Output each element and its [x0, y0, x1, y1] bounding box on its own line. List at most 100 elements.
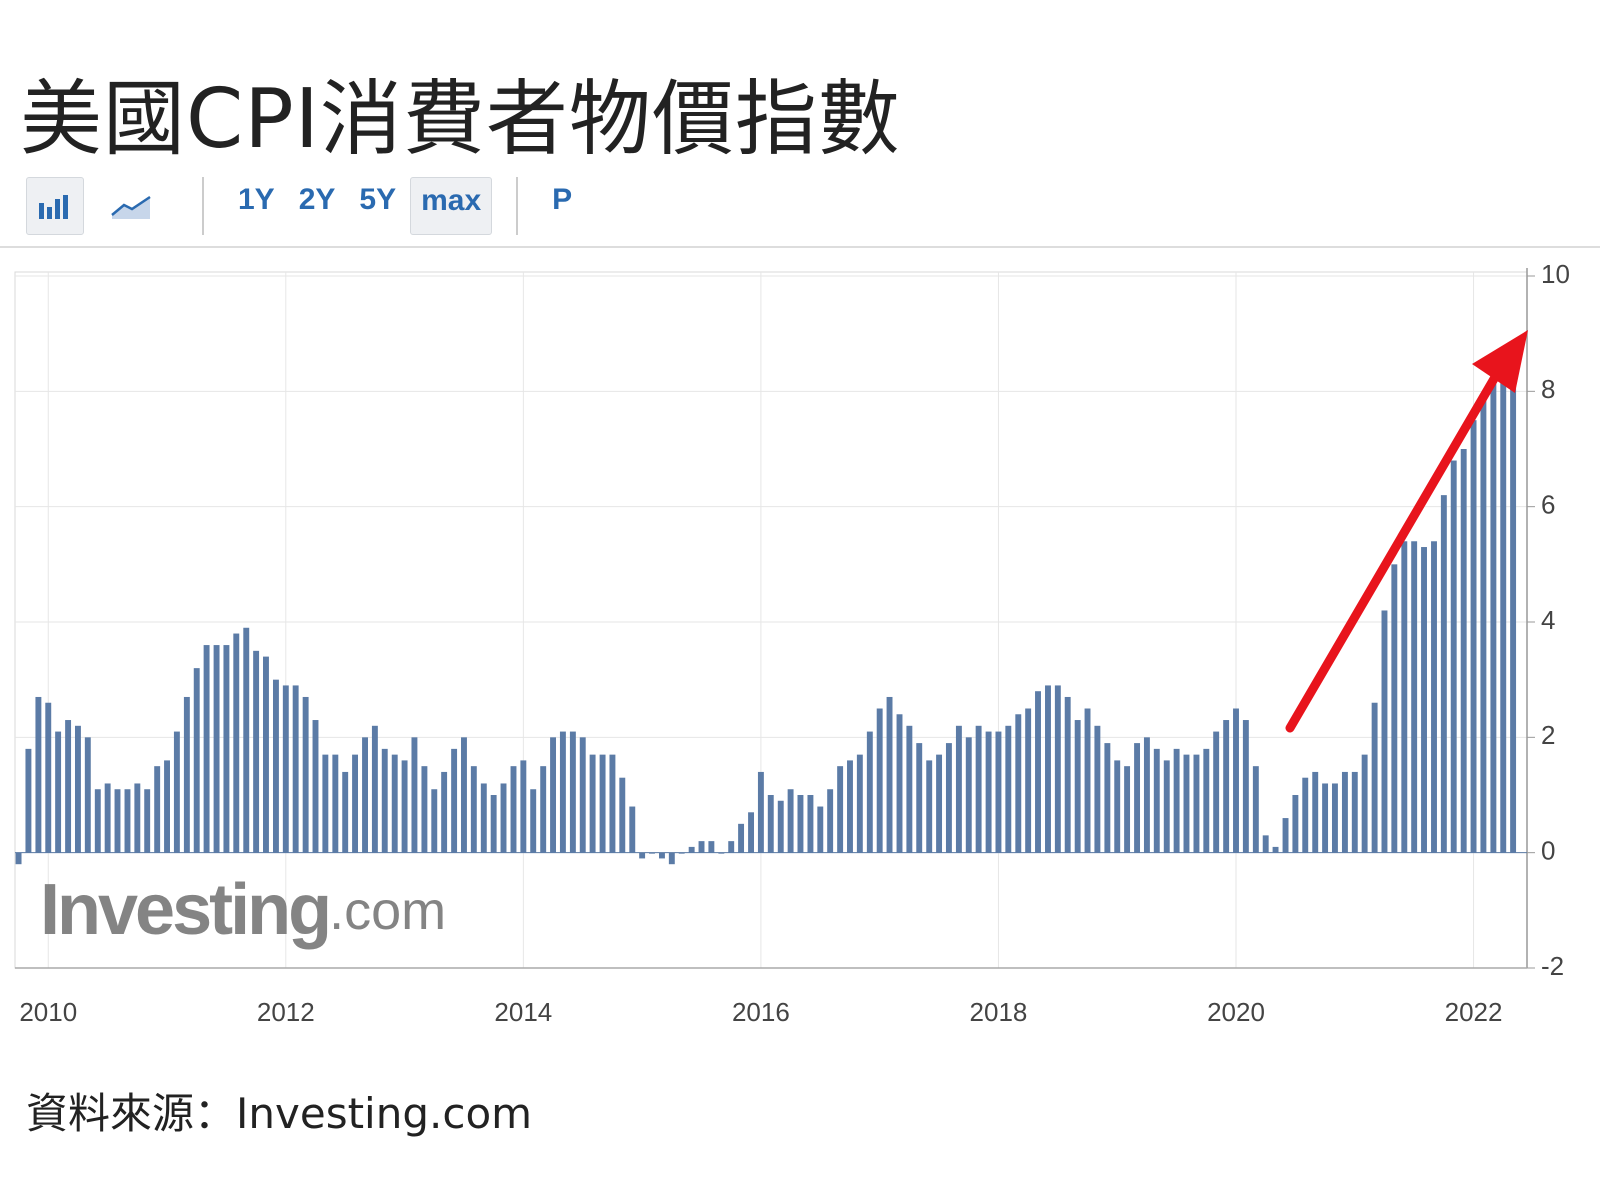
watermark-brand: Investing: [40, 870, 329, 950]
bar: [1074, 720, 1081, 853]
range-button[interactable]: 1Y: [238, 183, 275, 216]
bar: [1331, 783, 1338, 853]
bar: [886, 696, 893, 853]
bar: [1302, 777, 1309, 853]
bar: [243, 627, 250, 853]
bar: [866, 731, 873, 853]
bar: [728, 841, 735, 853]
bar: [500, 783, 507, 853]
range-button[interactable]: 2Y: [298, 183, 336, 216]
bar: [599, 754, 606, 853]
y-tick-label: 6: [1541, 490, 1555, 520]
x-tick-label: 2016: [732, 997, 790, 1027]
y-tick-label: 2: [1541, 720, 1555, 750]
bar: [1153, 748, 1160, 853]
y-tick-label: 8: [1541, 374, 1555, 404]
bar: [926, 760, 933, 853]
range-button[interactable]: 5Y: [359, 183, 397, 216]
bar: [1084, 708, 1091, 853]
bar: [342, 771, 349, 853]
bar: [144, 789, 151, 853]
bar: [1470, 420, 1477, 853]
range-button[interactable]: P: [552, 183, 573, 216]
bar: [114, 789, 121, 853]
divider: [0, 246, 1600, 248]
bar: [25, 748, 32, 853]
bar-chart-button[interactable]: [26, 177, 84, 235]
toolbar: 1Y 2Y 5Y max P: [26, 176, 584, 236]
bar: [550, 737, 557, 853]
bar: [45, 702, 52, 853]
watermark-suffix: .com: [329, 881, 446, 941]
bar: [1292, 795, 1299, 853]
bar: [936, 754, 943, 853]
y-tick-label: 0: [1541, 836, 1555, 866]
y-tick-label: 4: [1541, 605, 1555, 635]
annotation-arrowhead: [1472, 330, 1528, 393]
chart: -2 0 2 4 6 8 10 2010 2012 2014 2016 2018 2020 2022 Inv…: [14, 259, 1570, 1027]
bar: [183, 696, 190, 853]
bar: [1490, 362, 1497, 853]
bar: [1450, 460, 1457, 853]
bar: [401, 760, 408, 853]
bar: [134, 783, 141, 853]
line-icon: [111, 195, 151, 219]
bar: [1252, 766, 1259, 853]
bar: [1223, 720, 1230, 853]
bar: [896, 714, 903, 853]
range-button[interactable]: max: [410, 177, 493, 235]
bar: [837, 766, 844, 853]
bar: [35, 696, 42, 853]
bar: [629, 806, 636, 853]
bar: [282, 685, 289, 853]
bar: [708, 841, 715, 853]
bar: [1104, 743, 1111, 853]
bar: [203, 645, 210, 853]
bar: [1193, 754, 1200, 853]
bar: [74, 725, 81, 853]
bar: [945, 743, 952, 853]
bar: [639, 852, 646, 859]
bar: [856, 754, 863, 853]
bar: [15, 852, 22, 865]
bar: [659, 852, 665, 859]
bar: [668, 852, 675, 865]
y-tick-label: 10: [1541, 259, 1570, 289]
bar: [1500, 374, 1507, 853]
bar: [1351, 771, 1358, 853]
line-chart-button[interactable]: [104, 178, 160, 234]
bar: [1233, 708, 1239, 853]
bar: [698, 841, 705, 853]
bar: [352, 754, 359, 853]
bar: [1134, 743, 1141, 853]
bar: [193, 668, 200, 853]
x-tick-label: 2018: [970, 997, 1028, 1027]
bar: [1381, 610, 1388, 853]
bar: [609, 754, 616, 853]
bar: [1341, 771, 1348, 853]
bar: [490, 795, 497, 853]
bar: [411, 737, 418, 853]
bar: [164, 760, 170, 853]
watermark: Investing.com: [40, 870, 446, 950]
bar: [817, 806, 824, 853]
separator: [202, 177, 204, 235]
bar: [1054, 685, 1061, 853]
bar: [688, 846, 695, 853]
bar: [1460, 449, 1467, 853]
bar: [955, 725, 962, 853]
bar: [1440, 495, 1447, 853]
bar: [381, 748, 388, 853]
bar: [272, 679, 279, 853]
bar: [332, 754, 339, 853]
bar: [223, 645, 230, 853]
plot-area: [14, 271, 1528, 969]
bar: [530, 789, 537, 853]
bar: [84, 737, 91, 853]
bar: [213, 645, 220, 853]
x-tick-label: 2010: [19, 997, 77, 1027]
bar: [1480, 397, 1487, 853]
bar: [124, 789, 131, 853]
page-title: 美國CPI消費者物價指數: [20, 72, 901, 167]
